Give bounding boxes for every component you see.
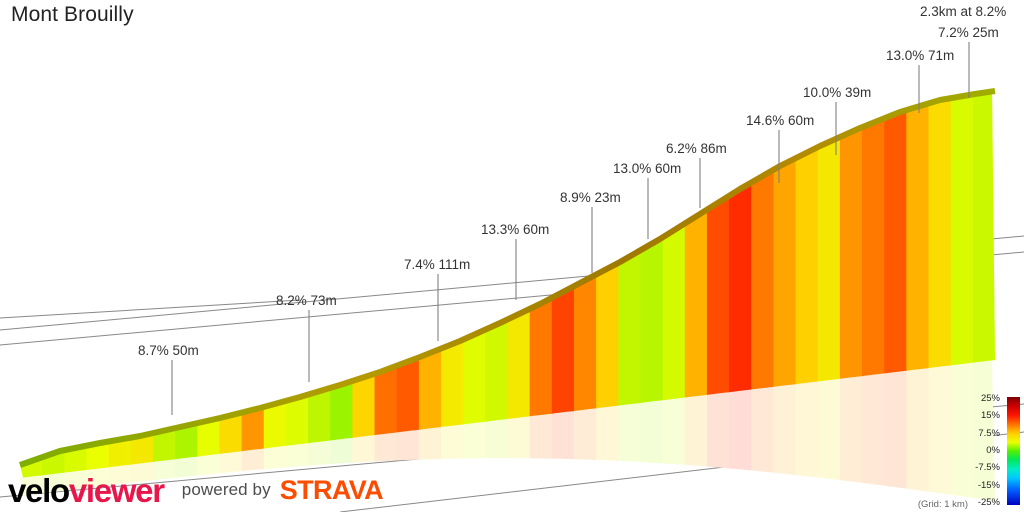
branding: veloviewer powered by STRAVA	[8, 470, 384, 510]
legend-tick: 7.5%	[978, 427, 1000, 439]
segment-label: 7.2% 25m	[938, 25, 999, 40]
legend-tick: 25%	[980, 393, 1000, 404]
segment-label: 8.7% 50m	[138, 343, 199, 358]
profile-top-edge	[19, 88, 996, 468]
label-leader-lines	[171, 42, 970, 415]
powered-by-label: powered by	[181, 480, 271, 499]
legend-tick: -25%	[977, 497, 1000, 508]
veloviewer-logo-velo: velo	[8, 471, 70, 509]
climb-summary-label: 2.3km at 8.2%	[920, 4, 1007, 19]
segment-label: 13.0% 71m	[886, 48, 955, 63]
strava-logo[interactable]: STRAVA	[279, 474, 384, 505]
segment-label: 13.0% 60m	[613, 161, 682, 176]
gradient-legend: 25% 15% 7.5% 0% -7.5% -15% -25%	[950, 392, 1022, 510]
segment-label: 8.2% 73m	[276, 293, 337, 308]
legend-tick: 0%	[986, 445, 1000, 456]
page-title: Mont Brouilly	[11, 3, 134, 26]
legend-tick: -7.5%	[975, 462, 1000, 474]
veloviewer-logo-viewer: viewer	[68, 471, 165, 509]
segment-label: 10.0% 39m	[803, 85, 872, 100]
gradient-color-bar	[1007, 397, 1020, 505]
segment-label: 8.9% 23m	[560, 190, 621, 205]
segment-label: 13.3% 60m	[481, 222, 550, 237]
grid-note: (Grid: 1 km)	[917, 499, 968, 510]
legend-tick: 15%	[980, 410, 1000, 422]
segment-label: 14.6% 60m	[746, 113, 815, 128]
veloviewer-logo[interactable]: veloviewer	[8, 471, 165, 509]
legend-tick: -15%	[977, 479, 1000, 491]
segment-label: 7.4% 111m	[404, 257, 471, 272]
segment-label: 6.2% 86m	[666, 141, 727, 156]
